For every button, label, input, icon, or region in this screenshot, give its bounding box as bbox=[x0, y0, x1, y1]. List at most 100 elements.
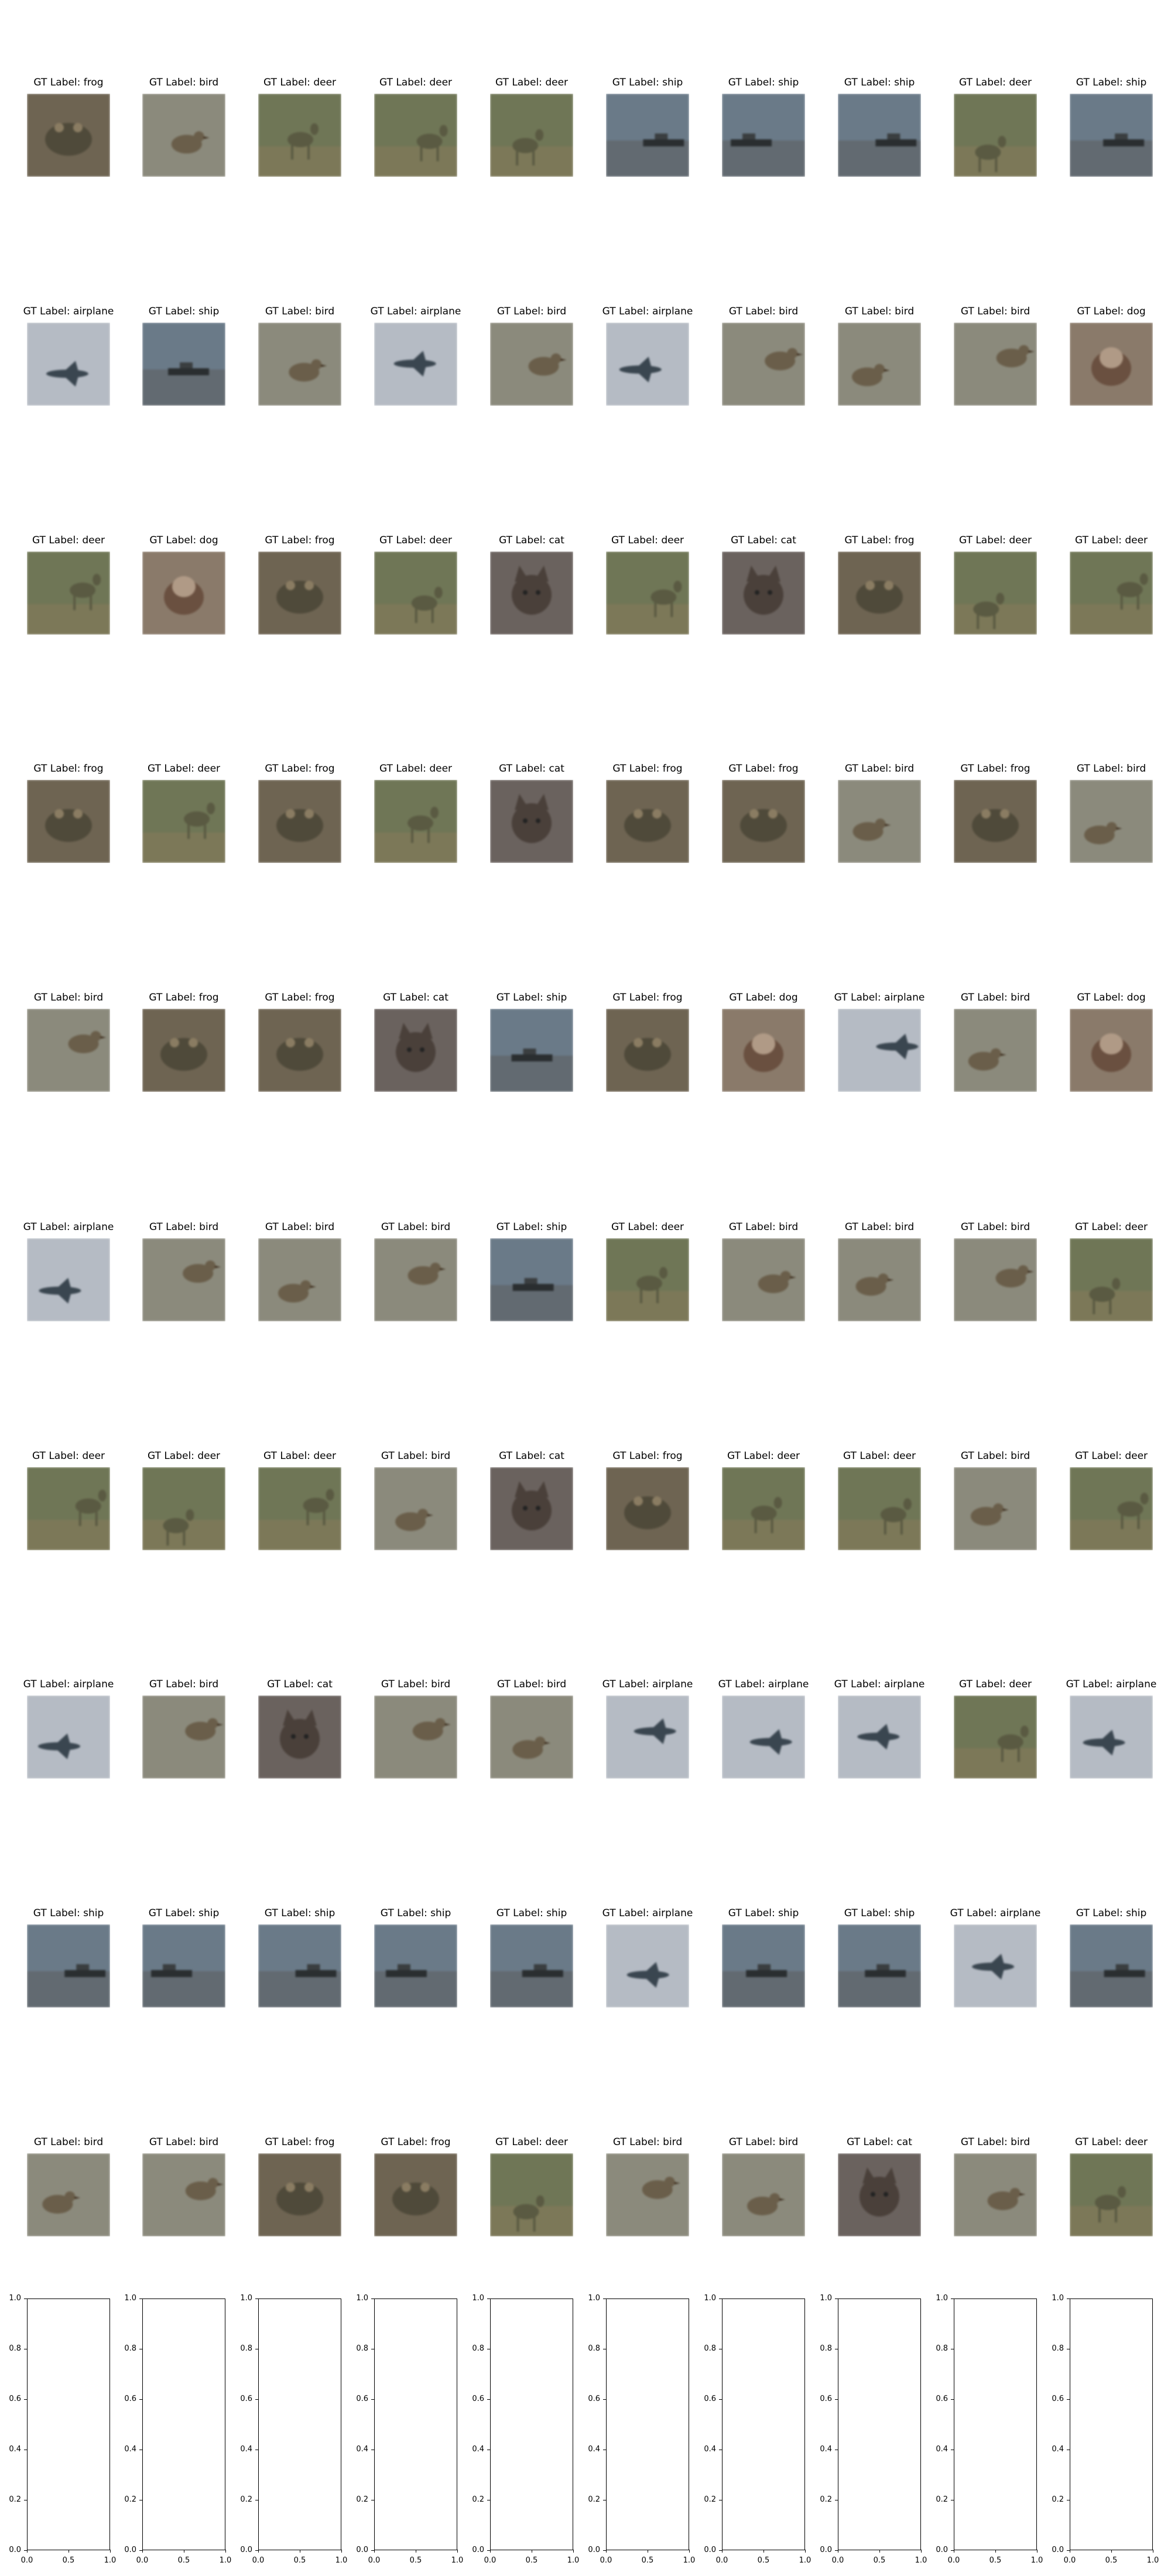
panel-image bbox=[374, 780, 457, 863]
panel-title: GT Label: airplane bbox=[1066, 1678, 1157, 1690]
panel-image bbox=[142, 1238, 225, 1321]
y-tick-mark bbox=[951, 2298, 954, 2299]
panel-title: GT Label: airplane bbox=[602, 306, 693, 317]
panel-title: GT Label: deer bbox=[1074, 1450, 1148, 1462]
panel-image bbox=[490, 94, 573, 177]
panel-title: GT Label: bird bbox=[728, 2136, 799, 2148]
y-tick-label: 0.0 bbox=[588, 2546, 600, 2554]
panel-title: GT Label: frog bbox=[381, 2136, 451, 2148]
panel-image bbox=[374, 1924, 457, 2008]
x-tick-mark bbox=[110, 2550, 111, 2553]
panel-title: GT Label: frog bbox=[612, 763, 683, 775]
y-tick-label: 1.0 bbox=[820, 2294, 832, 2303]
y-tick-label: 0.2 bbox=[588, 2495, 600, 2504]
panel-title: GT Label: frog bbox=[612, 992, 683, 1003]
y-tick-mark bbox=[255, 2550, 258, 2551]
panel-title: GT Label: frog bbox=[265, 763, 335, 775]
axes-frame bbox=[374, 2298, 457, 2550]
y-tick-label: 0.6 bbox=[9, 2395, 21, 2403]
x-tick-label: 0.5 bbox=[62, 2556, 75, 2565]
panel-image bbox=[954, 780, 1037, 863]
x-tick-mark bbox=[490, 2550, 491, 2553]
y-tick-label: 0.8 bbox=[124, 2344, 136, 2353]
panel-image bbox=[142, 2153, 225, 2236]
x-tick-label: 0.0 bbox=[715, 2556, 728, 2565]
panel-title: GT Label: bird bbox=[844, 306, 915, 317]
panel-title: GT Label: ship bbox=[148, 306, 220, 317]
panel-title: GT Label: ship bbox=[844, 1907, 915, 1919]
y-tick-label: 0.8 bbox=[240, 2344, 252, 2353]
panel-image bbox=[722, 1238, 805, 1321]
panel-title: GT Label: bird bbox=[149, 1678, 219, 1690]
panel-title: GT Label: bird bbox=[381, 1450, 451, 1462]
panel-title: GT Label: deer bbox=[495, 2136, 569, 2148]
panel-title: GT Label: dog bbox=[1077, 306, 1146, 317]
y-tick-mark bbox=[487, 2399, 490, 2400]
panel-title: GT Label: deer bbox=[1074, 535, 1148, 546]
panel-title: GT Label: deer bbox=[32, 535, 105, 546]
axes-frame bbox=[838, 2298, 921, 2550]
panel-image bbox=[722, 1924, 805, 2008]
x-tick-label: 0.0 bbox=[1063, 2556, 1076, 2565]
panel-title: GT Label: deer bbox=[727, 1450, 800, 1462]
x-tick-label: 0.5 bbox=[525, 2556, 538, 2565]
y-tick-label: 0.2 bbox=[820, 2495, 832, 2504]
x-tick-label: 0.0 bbox=[947, 2556, 960, 2565]
panel-image bbox=[27, 2153, 110, 2236]
panel-image bbox=[490, 1695, 573, 1779]
x-tick-label: 0.5 bbox=[1105, 2556, 1118, 2565]
panel-image bbox=[258, 1009, 341, 1092]
y-tick-label: 0.0 bbox=[240, 2546, 252, 2554]
x-tick-label: 1.0 bbox=[104, 2556, 117, 2565]
panel-title: GT Label: deer bbox=[379, 535, 453, 546]
y-tick-label: 1.0 bbox=[588, 2294, 600, 2303]
panel-image bbox=[27, 1009, 110, 1092]
y-tick-label: 0.4 bbox=[1052, 2445, 1064, 2454]
x-tick-label: 1.0 bbox=[1030, 2556, 1043, 2565]
y-tick-mark bbox=[835, 2399, 838, 2400]
panel-image bbox=[142, 551, 225, 635]
panel-title: GT Label: ship bbox=[728, 77, 799, 88]
y-tick-label: 0.0 bbox=[936, 2546, 948, 2554]
y-tick-label: 0.4 bbox=[240, 2445, 252, 2454]
panel-title: GT Label: bird bbox=[844, 763, 915, 775]
panel-title: GT Label: bird bbox=[960, 2136, 1030, 2148]
y-tick-label: 0.0 bbox=[472, 2546, 484, 2554]
y-tick-label: 0.2 bbox=[240, 2495, 252, 2504]
panel-image bbox=[258, 94, 341, 177]
x-tick-label: 1.0 bbox=[915, 2556, 927, 2565]
y-tick-mark bbox=[487, 2298, 490, 2299]
x-tick-mark bbox=[921, 2550, 922, 2553]
x-tick-label: 1.0 bbox=[567, 2556, 580, 2565]
panel-image bbox=[838, 1924, 921, 2008]
panel-image bbox=[258, 1695, 341, 1779]
x-tick-mark bbox=[27, 2550, 28, 2553]
panel-title: GT Label: cat bbox=[499, 1450, 564, 1462]
x-tick-mark bbox=[1111, 2550, 1112, 2553]
axes-frame bbox=[142, 2298, 225, 2550]
empty-axes: 0.0 0.2 0.4 0.6 0.8 1.0 0.0 0.5 1.0 bbox=[936, 2294, 1043, 2565]
x-tick-mark bbox=[879, 2550, 880, 2553]
panel-title: GT Label: cat bbox=[499, 535, 564, 546]
x-tick-label: 0.0 bbox=[600, 2556, 612, 2565]
axes-frame bbox=[258, 2298, 341, 2550]
panel-title: GT Label: airplane bbox=[834, 992, 925, 1003]
y-tick-label: 1.0 bbox=[472, 2294, 484, 2303]
y-tick-label: 0.8 bbox=[9, 2344, 21, 2353]
panel-image bbox=[838, 780, 921, 863]
panel-image bbox=[954, 1924, 1037, 2008]
panel-title: GT Label: bird bbox=[960, 1450, 1030, 1462]
empty-axes: 0.0 0.2 0.4 0.6 0.8 1.0 0.0 0.5 1.0 bbox=[704, 2294, 811, 2565]
panel-image bbox=[142, 94, 225, 177]
axes-frame bbox=[1070, 2298, 1153, 2550]
panel-title: GT Label: deer bbox=[147, 763, 221, 775]
panel-title: GT Label: ship bbox=[496, 1221, 567, 1233]
y-tick-mark bbox=[951, 2399, 954, 2400]
x-tick-label: 1.0 bbox=[451, 2556, 464, 2565]
panel-title: GT Label: ship bbox=[496, 1907, 567, 1919]
y-tick-label: 0.8 bbox=[588, 2344, 600, 2353]
x-tick-mark bbox=[258, 2550, 259, 2553]
y-tick-label: 1.0 bbox=[124, 2294, 136, 2303]
panel-title: GT Label: bird bbox=[960, 992, 1030, 1003]
